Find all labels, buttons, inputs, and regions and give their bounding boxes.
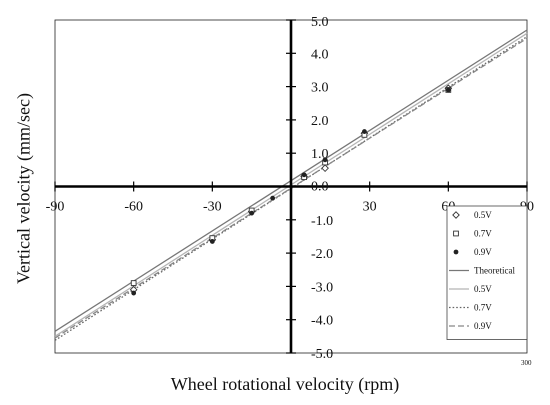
series-2-point-7 — [445, 87, 451, 93]
legend-marker-2 — [453, 249, 459, 255]
y-tick-label-0: -5.0 — [311, 347, 333, 362]
legend-label-2: 0.9V — [474, 247, 492, 257]
series-2-point-0 — [131, 290, 137, 296]
x-tick-label-0: -90 — [46, 200, 65, 215]
series-0-point-4 — [321, 164, 329, 173]
legend-label-4: 0.5V — [474, 284, 492, 294]
series-points — [129, 84, 453, 296]
x-tick-label-1: -60 — [124, 200, 143, 215]
series-2-point-1 — [209, 239, 215, 244]
x-tick-label-4: 30 — [363, 200, 377, 215]
legend: 0.5V 0.7V 0.9V Theoretical 0.5V 0.7V 0.9V — [446, 205, 528, 340]
legend-label-5: 0.7V — [474, 303, 492, 313]
y-tick-label-1: -4.0 — [311, 314, 333, 329]
series-1-point-0 — [130, 280, 137, 286]
legend-marker-1 — [453, 230, 459, 237]
y-tick-label-10: 5.0 — [311, 15, 329, 30]
x-axis-label: Wheel rotational velocity (rpm) — [170, 374, 400, 394]
series-2-point-5 — [322, 157, 328, 163]
legend-label-6: 0.9V — [474, 321, 492, 331]
series-2-point-6 — [362, 129, 367, 134]
legend-marker-0 — [452, 211, 460, 219]
y-tick-label-8: 3.0 — [311, 81, 329, 96]
y-tick-label-4: -1.0 — [311, 214, 333, 229]
x-tick-label-2: -30 — [203, 200, 222, 215]
y-tick-label-5: 0.0 — [311, 180, 329, 195]
legend-label-3: Theoretical — [474, 266, 515, 276]
axis-ticks: -90-60-30306090-5.0-4.0-3.0-2.0-1.00.01.… — [46, 15, 534, 362]
y-tick-label-7: 2.0 — [311, 114, 329, 129]
y-tick-label-9: 4.0 — [311, 47, 329, 62]
y-axis-label: Vertical velocity (mm/sec) — [13, 93, 34, 284]
legend-label-1: 0.7V — [474, 229, 492, 239]
y-tick-label-2: -3.0 — [311, 280, 333, 295]
legend-label-0: 0.5V — [474, 210, 492, 220]
legend-box — [446, 205, 528, 340]
corner-note: 300 — [521, 359, 532, 367]
series-2-point-2 — [249, 210, 255, 216]
y-tick-label-3: -2.0 — [311, 247, 333, 262]
series-2-point-4 — [301, 172, 307, 178]
series-2-point-3 — [270, 195, 276, 201]
